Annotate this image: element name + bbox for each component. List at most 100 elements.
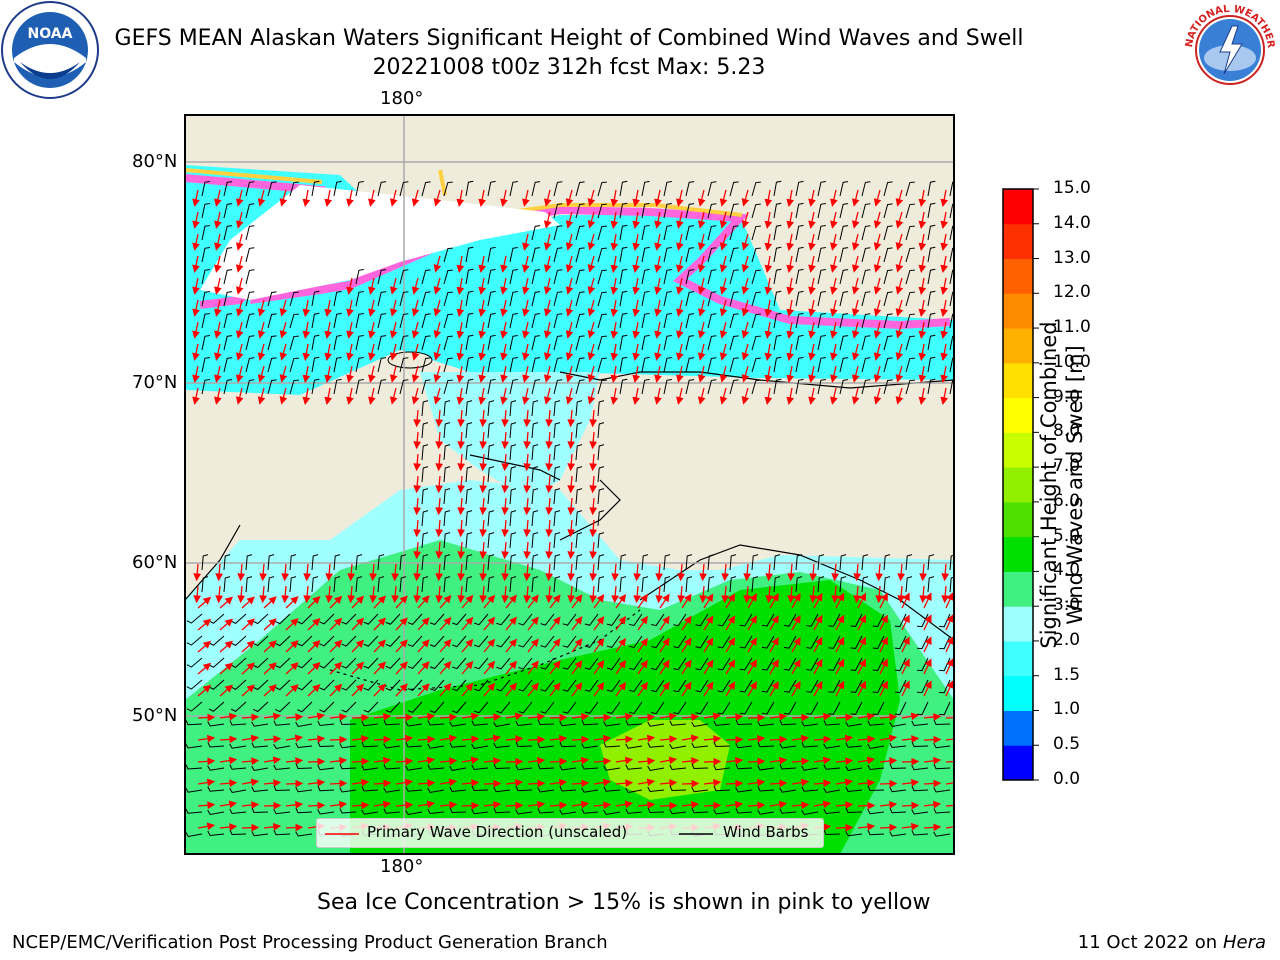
wind-barb [471, 785, 489, 792]
wave-direction-arrow [699, 585, 708, 604]
wind-barb [295, 787, 313, 793]
wind-barb [339, 719, 357, 726]
wave-direction-arrow [637, 637, 648, 653]
wave-direction-arrow [395, 661, 408, 675]
wind-barb [317, 809, 335, 815]
wave-direction-arrow [549, 594, 561, 609]
wave-direction-arrow [522, 233, 530, 251]
wave-direction-arrow [263, 779, 282, 787]
wave-direction-arrow [879, 658, 888, 675]
wave-direction-arrow [389, 387, 398, 405]
wave-direction-arrow [786, 189, 795, 207]
wave-direction-arrow [830, 321, 838, 339]
wave-direction-arrow [373, 800, 392, 809]
wave-direction-arrow [302, 387, 311, 406]
wind-barb [383, 719, 401, 726]
wind-barb [465, 378, 474, 395]
wave-direction-arrow [214, 343, 222, 361]
wind-barb [606, 657, 621, 670]
wave-direction-arrow [808, 387, 816, 405]
wave-direction-arrow [851, 299, 860, 317]
wind-barb [471, 720, 489, 726]
wave-direction-arrow [571, 735, 590, 744]
wave-direction-arrow [214, 365, 222, 383]
wave-direction-arrow [413, 585, 422, 604]
wind-barb [245, 379, 255, 395]
wind-barb [641, 180, 650, 197]
wind-barb [575, 422, 583, 439]
wind-barb [581, 743, 599, 749]
wave-direction-arrow [522, 255, 530, 273]
colorbar-segment [1003, 397, 1033, 433]
wind-barb [311, 554, 319, 571]
wind-barb [739, 635, 753, 649]
wind-barb [540, 657, 555, 670]
wind-barb [443, 357, 453, 373]
wave-direction-arrow [501, 497, 510, 516]
wind-barb [377, 576, 385, 593]
wind-barb [927, 290, 936, 307]
wind-barb [275, 701, 291, 713]
wind-barb [443, 532, 451, 549]
wave-direction-arrow [879, 800, 898, 809]
wave-direction-arrow [831, 585, 840, 604]
wind-barb [427, 743, 445, 749]
wind-barb [817, 269, 826, 285]
wave-direction-arrow [439, 661, 452, 675]
wave-direction-arrow [719, 189, 728, 207]
wave-direction-arrow [769, 681, 779, 697]
wind-barb [751, 269, 761, 285]
wind-barb [487, 180, 496, 197]
wind-barb [427, 808, 445, 814]
sea-ice-caption: Sea Ice Concentration > 15% is shown in … [317, 890, 931, 915]
footer-credit: NCEP/EMC/Verification Post Processing Pr… [12, 932, 608, 953]
wave-direction-arrow [389, 365, 398, 383]
wind-barb [757, 786, 775, 792]
colorbar-segment [1003, 571, 1033, 607]
wave-direction-arrow [527, 756, 546, 765]
wind-barb [487, 576, 495, 593]
wind-barb [883, 181, 893, 197]
wind-barb [717, 657, 731, 671]
colorbar-tick-label: 14.0 [1053, 212, 1091, 233]
wave-direction-arrow [923, 680, 932, 697]
wind-barb [223, 203, 233, 219]
wind-barb [317, 785, 335, 792]
wind-barb [933, 787, 951, 793]
wind-barb [399, 269, 409, 285]
wave-direction-arrow [549, 734, 568, 743]
wave-direction-arrow [830, 343, 838, 361]
wave-direction-arrow [747, 637, 757, 653]
wind-barb [509, 291, 518, 307]
wind-barb [509, 379, 518, 395]
wave-direction-arrow [719, 343, 728, 361]
wave-direction-arrow [681, 734, 700, 743]
wind-barb [581, 764, 599, 770]
wave-direction-arrow [395, 734, 414, 743]
wave-direction-arrow [545, 431, 554, 450]
wind-barb [474, 613, 489, 626]
wind-barb [823, 829, 841, 836]
wave-direction-arrow [457, 431, 466, 450]
wind-barb [487, 510, 495, 527]
wave-direction-arrow [479, 453, 488, 472]
wind-barb [562, 657, 577, 670]
wind-barb [223, 335, 233, 351]
wind-barb [817, 576, 825, 593]
wind-barb [817, 335, 826, 351]
wind-barb [883, 291, 893, 307]
wave-direction-arrow [457, 409, 466, 428]
wind-barb [619, 312, 628, 329]
wind-barb [385, 701, 401, 713]
wave-direction-arrow [879, 713, 898, 722]
colorbar-tick-label: 1.5 [1053, 664, 1081, 685]
wind-barb [487, 268, 496, 285]
wind-barb [773, 246, 782, 263]
wind-barb [905, 247, 915, 263]
wind-barb [641, 312, 650, 329]
wave-direction-arrow [610, 211, 619, 230]
wave-direction-arrow [500, 255, 508, 273]
wind-barb [795, 246, 804, 263]
wave-direction-arrow [500, 321, 508, 339]
wave-direction-arrow [809, 585, 818, 604]
